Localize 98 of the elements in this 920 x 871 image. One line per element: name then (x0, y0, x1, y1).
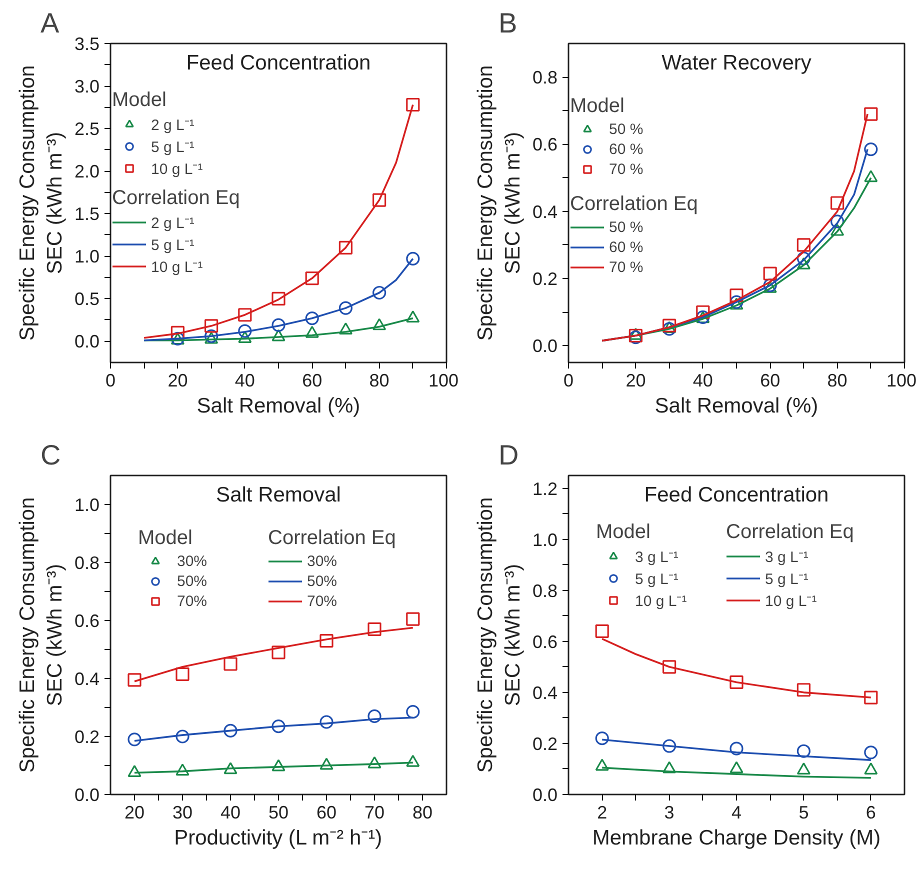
y-tick-label: 0.0 (532, 336, 558, 356)
annotation: Model (112, 89, 168, 112)
x-tick-label: 60 (760, 370, 780, 390)
y-tick-label: 0.4 (74, 669, 100, 689)
y-tick-label: 2.5 (74, 119, 100, 140)
legend-label: 5 g L⁻¹ (765, 570, 808, 588)
y-tick-label: 1.0 (74, 495, 100, 515)
y-tick-label: 3.0 (74, 76, 100, 97)
y-tick-label: 0.0 (532, 785, 558, 805)
x-tick-label: 20 (124, 802, 145, 822)
y-tick-label: 0.2 (532, 269, 558, 290)
y-tick-label: 0.6 (532, 632, 558, 652)
text: B (498, 8, 518, 38)
x-tick-label: 30 (172, 802, 193, 822)
y-tick-label: 1.0 (532, 530, 558, 550)
legend-label: 50% (307, 572, 338, 590)
legend-label: 50% (177, 572, 208, 590)
y-tick-label: 0.2 (74, 727, 100, 747)
x-tick-label: 5 (798, 802, 809, 822)
legend-label: 5 g L⁻¹ (151, 236, 194, 254)
y-axis-title: Specific Energy Consumption SEC (kWh m⁻³) (16, 65, 66, 341)
y-axis-title: Specific Energy Consumption SEC (kWh m⁻³) (474, 65, 524, 341)
annotation: Model (138, 527, 194, 550)
y-tick-label: 2.0 (74, 162, 100, 182)
x-tick-label: 20 (626, 370, 646, 390)
legend-label: 50 % (609, 120, 644, 138)
y-axis-title: Specific Energy Consumption SEC (kWh m⁻³) (16, 497, 66, 773)
x-tick-label: 100 (886, 370, 917, 390)
x-tick-label: 70 (364, 802, 385, 822)
y-tick-label: 0.6 (74, 611, 100, 631)
x-tick-label: 40 (234, 370, 255, 390)
x-tick-label: 0 (105, 370, 116, 390)
x-tick-label: 2 (597, 802, 608, 822)
chart-title: Feed Concentration (644, 484, 829, 506)
x-tick-label: 100 (428, 370, 459, 390)
legend-label: 70 % (609, 160, 644, 178)
annotation: Correlation Eq (112, 187, 240, 210)
x-axis-title: Salt Removal (%) (654, 394, 818, 418)
x-axis-title: Salt Removal (%) (196, 394, 360, 418)
legend-label: 10 g L⁻¹ (635, 592, 687, 610)
y-tick-label: 0.6 (532, 134, 558, 155)
legend-label: 70% (307, 592, 338, 610)
y-tick-label: 1.2 (532, 478, 558, 499)
y-axis-title: Specific Energy Consumption SEC (kWh m⁻³) (474, 497, 524, 773)
annotation: Correlation Eq (570, 193, 698, 216)
legend-label: 30% (307, 552, 338, 570)
chart-title: Water Recovery (662, 52, 812, 74)
legend-label: 60 % (609, 238, 644, 256)
legend-label: 70% (177, 592, 208, 610)
x-tick-label: 60 (316, 802, 337, 822)
y-tick-label: 0.5 (74, 289, 100, 310)
legend-label: 2 g L⁻¹ (151, 214, 194, 232)
y-tick-label: 1.5 (74, 204, 100, 224)
text: D (498, 440, 519, 470)
legend-label: 10 g L⁻¹ (765, 592, 817, 610)
y-tick-label: 0.0 (74, 332, 100, 352)
y-tick-label: 3.5 (74, 34, 100, 54)
x-tick-label: 4 (731, 802, 742, 822)
legend-label: 2 g L⁻¹ (151, 116, 194, 134)
y-tick-label: 0.4 (532, 202, 558, 222)
x-axis-title: Membrane Charge Density (M) (592, 826, 881, 850)
chart-title: Feed Concentration (186, 52, 371, 74)
annotation: Correlation Eq (268, 527, 396, 550)
x-tick-label: 20 (168, 370, 188, 390)
legend-label: 5 g L⁻¹ (635, 570, 678, 588)
y-tick-label: 0.8 (74, 553, 100, 573)
legend-label: 3 g L⁻¹ (635, 548, 678, 566)
y-tick-label: 0.8 (532, 68, 558, 88)
legend-label: 30% (177, 552, 208, 570)
x-tick-label: 80 (827, 370, 848, 390)
x-tick-label: 50 (268, 802, 289, 822)
text: A (40, 8, 60, 38)
x-tick-label: 40 (692, 370, 713, 390)
annotation: Correlation Eq (726, 521, 854, 544)
legend-label: 60 % (609, 140, 644, 158)
y-tick-label: 0.8 (532, 580, 558, 601)
x-axis-title: Productivity (L m⁻² h⁻¹) (174, 826, 382, 850)
legend-label: 50 % (609, 218, 644, 236)
x-tick-label: 80 (369, 370, 390, 390)
x-tick-label: 0 (563, 370, 574, 390)
x-tick-label: 6 (866, 802, 876, 822)
chart-title: Salt Removal (216, 484, 341, 506)
x-tick-label: 3 (664, 802, 674, 822)
annotation: Model (596, 521, 652, 544)
legend-label: 70 % (609, 258, 644, 276)
x-tick-label: 40 (220, 802, 241, 822)
y-tick-label: 0.0 (74, 785, 100, 805)
y-tick-label: 1.0 (74, 246, 100, 267)
legend-label: 5 g L⁻¹ (151, 138, 194, 156)
x-tick-label: 60 (302, 370, 322, 390)
legend-label: 3 g L⁻¹ (765, 548, 808, 566)
text: C (40, 440, 61, 470)
annotation: Model (570, 95, 626, 118)
legend-label: 10 g L⁻¹ (151, 160, 203, 178)
y-tick-label: 0.4 (532, 682, 558, 703)
x-tick-label: 80 (412, 802, 433, 822)
legend-label: 10 g L⁻¹ (151, 258, 203, 276)
y-tick-label: 0.2 (532, 734, 558, 754)
